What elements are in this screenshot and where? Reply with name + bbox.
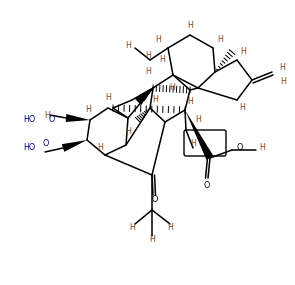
Text: H: H [149, 235, 155, 245]
Text: H: H [152, 95, 158, 105]
Text: H: H [105, 93, 111, 103]
Text: H: H [240, 48, 246, 56]
Text: O: O [237, 144, 243, 152]
Text: H: H [125, 40, 131, 50]
Text: H: H [159, 56, 165, 64]
Text: H: H [44, 111, 50, 121]
Text: H: H [129, 223, 135, 233]
Text: H: H [195, 115, 201, 125]
Text: H: H [259, 144, 265, 152]
Text: H: H [155, 36, 161, 44]
Polygon shape [66, 114, 90, 122]
Text: H: H [167, 223, 173, 233]
Text: H: H [97, 144, 103, 152]
Polygon shape [135, 88, 153, 105]
Text: H: H [190, 139, 196, 148]
Text: O: O [152, 196, 158, 205]
Text: H: H [125, 127, 131, 137]
Text: H: H [239, 103, 245, 113]
Text: H: H [280, 78, 286, 87]
Polygon shape [62, 140, 87, 152]
Text: O: O [204, 180, 210, 190]
Text: HO: HO [24, 144, 36, 152]
Polygon shape [139, 88, 153, 101]
Text: H: H [85, 105, 91, 115]
Text: H: H [217, 36, 223, 44]
Text: H: H [187, 97, 193, 107]
Text: HO: HO [24, 115, 36, 125]
Text: O: O [43, 139, 49, 148]
Text: H: H [145, 68, 151, 76]
Text: H: H [279, 62, 285, 72]
Text: H: H [169, 84, 175, 93]
Polygon shape [185, 110, 214, 160]
Text: H: H [145, 50, 151, 60]
Text: H: H [187, 21, 193, 30]
Text: O: O [49, 115, 55, 125]
